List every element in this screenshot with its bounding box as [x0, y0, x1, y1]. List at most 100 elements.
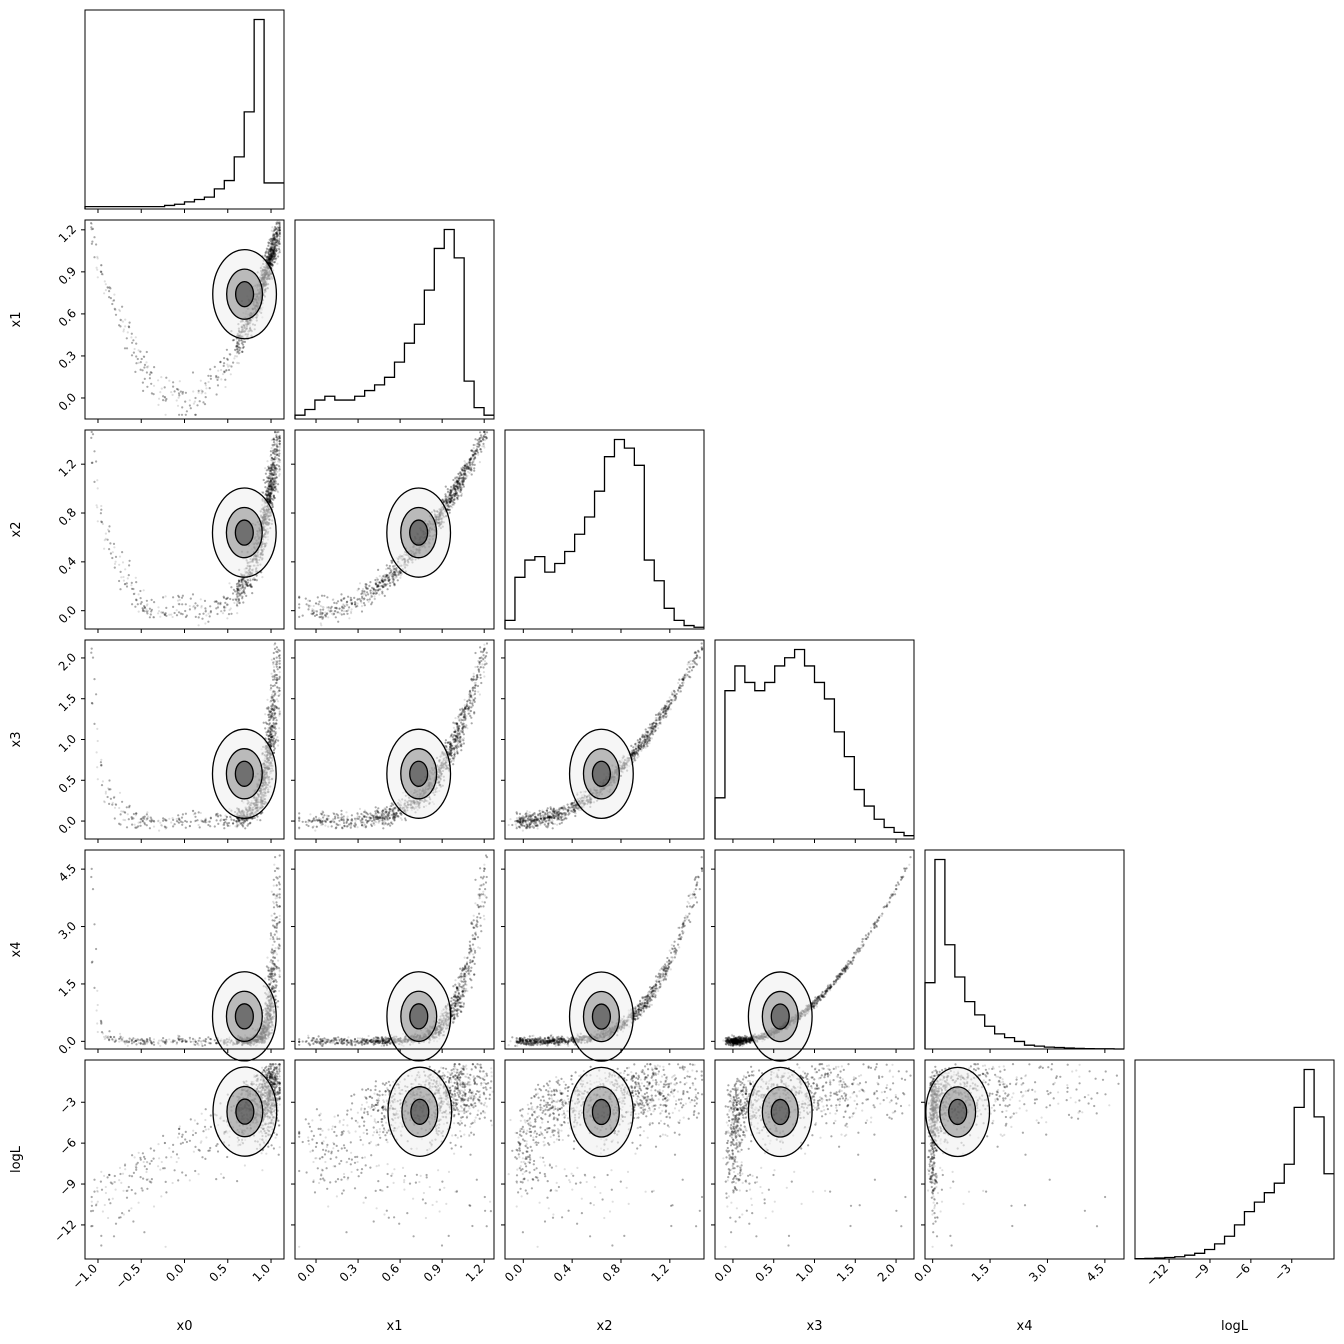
sample-point [273, 252, 276, 255]
sample-point [142, 355, 145, 358]
sample-point [96, 487, 99, 490]
sample-point [91, 240, 94, 243]
sample-point [270, 246, 273, 249]
sample-point [273, 471, 276, 474]
sample-point [93, 450, 96, 453]
sample-point [201, 617, 204, 620]
sample-point [143, 605, 146, 608]
sample-point [135, 598, 138, 601]
sample-point [271, 243, 274, 246]
sample-point [267, 241, 270, 244]
sample-point [100, 264, 103, 267]
sample-point [270, 246, 273, 249]
sample-point [227, 365, 230, 368]
sample-point [143, 355, 146, 358]
sample-point [199, 598, 202, 601]
sample-point [241, 343, 245, 346]
sample-point [177, 388, 180, 391]
sample-point [234, 348, 237, 351]
sample-point [104, 289, 107, 292]
sample-point [146, 385, 149, 388]
sample-point [172, 596, 175, 599]
sample-point [264, 467, 267, 470]
sample-point [272, 237, 275, 240]
sample-point [93, 256, 96, 259]
sample-point [90, 222, 93, 225]
sample-point [193, 400, 196, 403]
sample-point [271, 226, 274, 229]
sample-point [119, 325, 122, 328]
sample-point [271, 241, 274, 244]
sample-point [224, 601, 227, 605]
sample-point [239, 346, 242, 350]
sample-point [121, 305, 124, 308]
sample-point [175, 614, 179, 617]
sample-point [124, 568, 127, 571]
sample-point [163, 396, 166, 399]
sample-point [230, 612, 233, 615]
sample-point [150, 598, 153, 602]
sample-point [209, 368, 212, 371]
sample-point [130, 336, 133, 339]
sample-point [223, 609, 226, 612]
sample-point [272, 496, 276, 499]
sample-point [237, 352, 240, 355]
sample-point [124, 318, 127, 321]
sample-point [100, 504, 103, 508]
sample-point [226, 603, 229, 606]
sample-point [177, 392, 181, 395]
sample-point [157, 612, 160, 615]
sample-point [245, 594, 248, 598]
sample-point [266, 460, 269, 463]
sample-point [238, 348, 241, 352]
sample-point [172, 605, 175, 609]
sample-point [209, 374, 212, 378]
sample-point [99, 512, 102, 515]
sample-point [204, 392, 207, 395]
sample-point [119, 318, 122, 321]
sample-point [153, 366, 156, 369]
sample-point [112, 299, 116, 302]
sample-point [278, 245, 281, 248]
sample-point [273, 227, 276, 230]
sample-point [173, 611, 176, 615]
sample-point [278, 442, 281, 445]
sample-point [220, 610, 223, 613]
sample-point [276, 262, 279, 265]
sample-point [113, 566, 116, 569]
sample-point [108, 548, 111, 551]
sample-point [277, 483, 280, 486]
sample-point [90, 222, 93, 225]
density-contour [234, 280, 255, 308]
sample-point [219, 360, 222, 363]
sample-point [237, 346, 240, 349]
sample-point [249, 579, 252, 582]
sample-point [96, 520, 99, 523]
sample-point [120, 576, 123, 579]
sample-point [237, 343, 240, 346]
sample-point [273, 249, 276, 252]
sample-point [103, 292, 106, 295]
sample-point [277, 430, 280, 434]
sample-point [96, 255, 99, 258]
sample-point [198, 400, 201, 403]
sample-point [269, 257, 272, 260]
sample-point [224, 385, 227, 389]
sample-point [200, 606, 203, 609]
sample-point [231, 592, 235, 595]
sample-point [177, 594, 180, 597]
sample-point [274, 225, 277, 229]
sample-point [235, 598, 238, 601]
sample-point [223, 371, 226, 374]
sample-point [121, 320, 125, 323]
sample-point [207, 380, 210, 384]
sample-point [184, 391, 187, 394]
sample-point [145, 608, 148, 611]
sample-point [267, 244, 270, 247]
sample-point [274, 259, 277, 262]
y-tick-label: 0.0 [56, 390, 79, 413]
sample-point [216, 612, 219, 616]
sample-point [145, 599, 148, 602]
sample-point [238, 602, 241, 605]
sample-point [278, 251, 281, 254]
